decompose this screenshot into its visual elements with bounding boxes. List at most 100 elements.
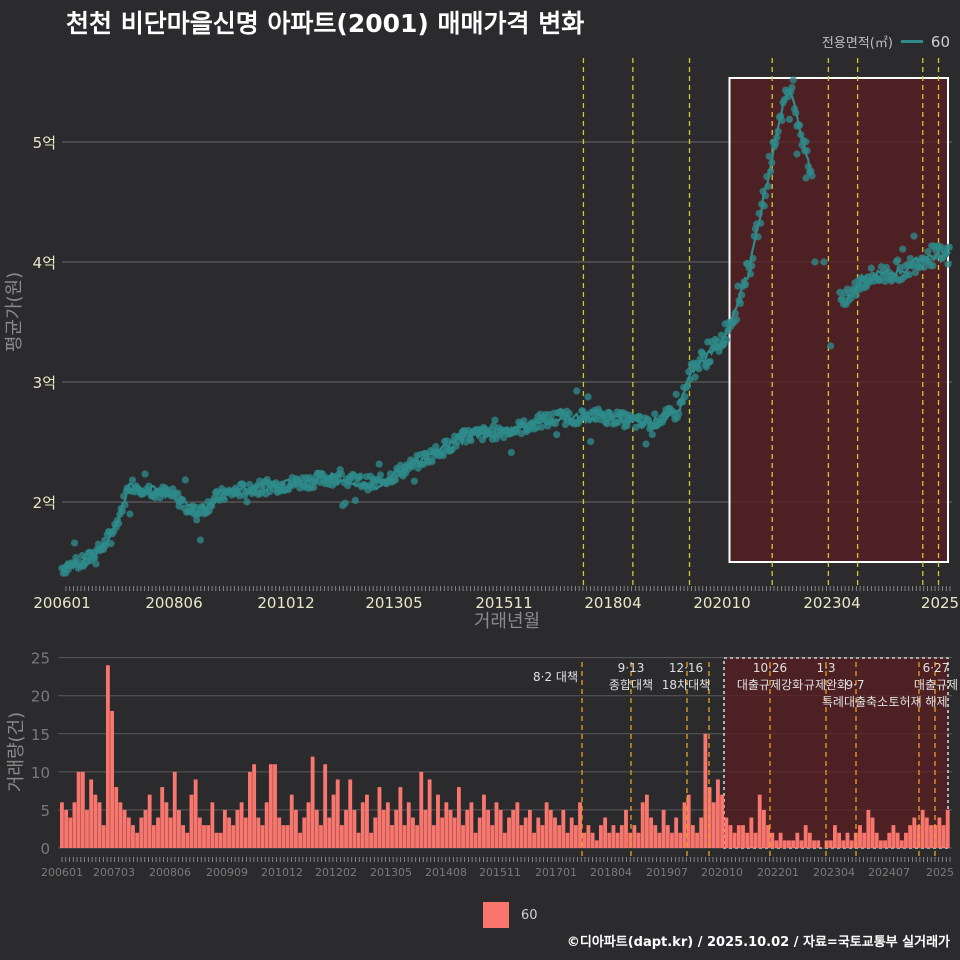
volume-bar [373, 817, 378, 848]
volume-bar [741, 825, 745, 848]
volume-bar [185, 832, 190, 848]
volume-bar [833, 825, 837, 848]
x-tick-label: 201012 [257, 594, 314, 612]
volume-bar [348, 779, 353, 848]
volume-bar [189, 794, 194, 848]
volume-bar [895, 832, 900, 848]
volume-bar [557, 825, 562, 848]
x-tick-label: 201511 [479, 866, 521, 879]
y-axis-title: 거래량(건) [6, 712, 27, 792]
volume-bar [360, 802, 365, 848]
volume-bar [599, 825, 603, 848]
volume-bar [711, 802, 716, 848]
volume-bar [68, 817, 73, 848]
x-tick-label: 200909 [206, 866, 248, 879]
volume-bar [80, 771, 85, 848]
x-tick-label: 201907 [646, 866, 688, 879]
volume-bar [101, 825, 106, 848]
volume-bar [640, 802, 645, 848]
price-point [537, 423, 546, 431]
y-tick-label: 5 [40, 802, 50, 820]
volume-bar [139, 817, 144, 848]
volume-bar [582, 832, 587, 848]
volume-bar [310, 756, 315, 848]
volume-bar [941, 825, 946, 848]
volume-bar [816, 840, 821, 848]
volume-bar [147, 794, 152, 848]
volume-bar [803, 825, 808, 848]
footer-credit: ©디아파트(dapt.kr) / 2025.10.02 / 자료=국토교통부 실… [566, 935, 950, 950]
y-tick-label: 3억 [33, 374, 56, 392]
volume-bar [306, 802, 311, 848]
price-point [310, 483, 318, 491]
y-tick-label: 4억 [33, 254, 56, 272]
volume-bar [674, 817, 679, 848]
volume-bar [812, 840, 816, 848]
price-point [899, 245, 907, 253]
volume-bar [845, 832, 850, 848]
volume-bar [502, 832, 507, 848]
x-tick-label: 200601 [41, 866, 83, 879]
policy-name-label: 특례대출축소 [822, 695, 888, 709]
volume-bar [874, 832, 879, 848]
volume-bar [757, 794, 762, 848]
volume-bar [586, 825, 591, 848]
volume-bar [273, 764, 277, 848]
volume-bar [628, 832, 633, 848]
volume-bar [636, 832, 641, 848]
price-point [491, 416, 499, 424]
volume-bar [749, 817, 754, 848]
volume-bar [904, 832, 908, 848]
volume-bar [507, 817, 511, 848]
price-point [827, 342, 835, 350]
volume-bar [406, 802, 411, 848]
bottom-legend: 60 [483, 902, 538, 928]
volume-bar [590, 832, 595, 848]
volume-bar [678, 832, 683, 848]
price-point [867, 264, 875, 272]
y-tick-label: 25 [31, 650, 50, 668]
volume-bar [690, 825, 695, 848]
price-point [375, 460, 383, 468]
volume-bar [778, 832, 783, 848]
volume-bar [339, 825, 344, 848]
volume-bar [761, 809, 766, 848]
volume-bar [515, 802, 520, 848]
volume-bar [160, 787, 165, 848]
x-tick-label: 201305 [370, 866, 412, 879]
price-point [341, 499, 349, 507]
volume-bar [912, 817, 917, 848]
volume-bar [176, 809, 181, 848]
volume-bar [227, 817, 231, 848]
volume-bar [431, 825, 436, 848]
volume-bar [490, 825, 495, 848]
price-point [351, 496, 359, 504]
volume-bar [920, 809, 925, 848]
x-tick-label: 201012 [261, 866, 303, 879]
price-point [936, 243, 945, 251]
volume-bar [181, 825, 186, 848]
volume-bar [853, 832, 858, 848]
volume-bar [924, 817, 929, 848]
volume-bar [456, 787, 461, 848]
volume-bar [799, 840, 804, 848]
volume-bar [540, 825, 545, 848]
volume-bar [398, 787, 403, 848]
volume-bar [427, 779, 432, 848]
volume-bar [841, 840, 846, 848]
policy-date-label: 12·16 [669, 661, 703, 675]
legend-area-size: 전용면적(㎡) 60 [822, 32, 950, 52]
volume-bar [85, 809, 89, 848]
price-point [196, 536, 205, 544]
volume-bar [878, 840, 883, 848]
volume-bar [60, 802, 64, 848]
volume-bar [356, 832, 361, 848]
price-point [765, 152, 773, 160]
volume-bar [193, 779, 198, 848]
volume-bar [385, 802, 390, 848]
volume-bar [561, 809, 566, 848]
price-point [603, 420, 611, 428]
price-point [945, 243, 953, 251]
volume-bar [477, 817, 482, 848]
volume-bar [624, 809, 628, 848]
